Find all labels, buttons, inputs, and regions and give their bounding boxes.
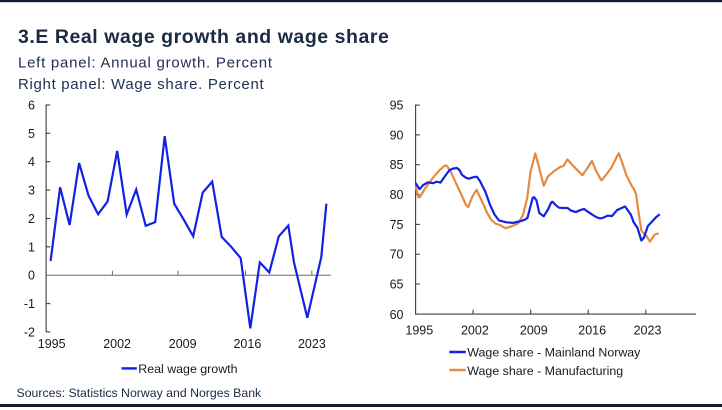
svg-text:Right panel: Wage share. Perce: Right panel: Wage share. Percent bbox=[18, 76, 264, 93]
svg-text:Sources: Statistics Norway and: Sources: Statistics Norway and Norges Ba… bbox=[17, 386, 263, 400]
svg-text:95: 95 bbox=[390, 99, 404, 113]
svg-text:3.E Real wage growth and wage: 3.E Real wage growth and wage share bbox=[18, 26, 389, 48]
svg-text:2009: 2009 bbox=[520, 324, 548, 338]
svg-text:5: 5 bbox=[28, 127, 35, 141]
svg-text:90: 90 bbox=[390, 128, 404, 142]
svg-text:60: 60 bbox=[390, 308, 404, 322]
svg-text:2002: 2002 bbox=[461, 324, 489, 338]
svg-text:0: 0 bbox=[28, 269, 35, 283]
svg-text:70: 70 bbox=[390, 248, 404, 262]
svg-text:Real wage growth: Real wage growth bbox=[138, 362, 237, 376]
svg-text:80: 80 bbox=[390, 188, 404, 202]
svg-text:3: 3 bbox=[28, 184, 35, 198]
svg-text:75: 75 bbox=[390, 218, 404, 232]
svg-text:Wage share - Mainland Norway: Wage share - Mainland Norway bbox=[467, 346, 641, 360]
svg-text:2023: 2023 bbox=[298, 337, 326, 351]
svg-text:2016: 2016 bbox=[233, 337, 261, 351]
svg-text:2016: 2016 bbox=[578, 324, 606, 338]
svg-text:2023: 2023 bbox=[634, 324, 662, 338]
svg-text:65: 65 bbox=[390, 278, 404, 292]
svg-text:-2: -2 bbox=[24, 325, 35, 339]
svg-text:85: 85 bbox=[390, 158, 404, 172]
svg-text:1995: 1995 bbox=[405, 324, 433, 338]
svg-text:1995: 1995 bbox=[38, 337, 66, 351]
svg-text:2009: 2009 bbox=[169, 337, 197, 351]
svg-text:1: 1 bbox=[28, 240, 35, 254]
svg-text:4: 4 bbox=[28, 155, 35, 169]
svg-text:-1: -1 bbox=[24, 297, 35, 311]
svg-text:2002: 2002 bbox=[103, 337, 131, 351]
svg-text:Left panel: Annual growth. Per: Left panel: Annual growth. Percent bbox=[18, 54, 273, 71]
svg-text:6: 6 bbox=[28, 99, 35, 113]
svg-text:Wage share - Manufacturing: Wage share - Manufacturing bbox=[467, 364, 623, 378]
svg-text:2: 2 bbox=[28, 212, 35, 226]
